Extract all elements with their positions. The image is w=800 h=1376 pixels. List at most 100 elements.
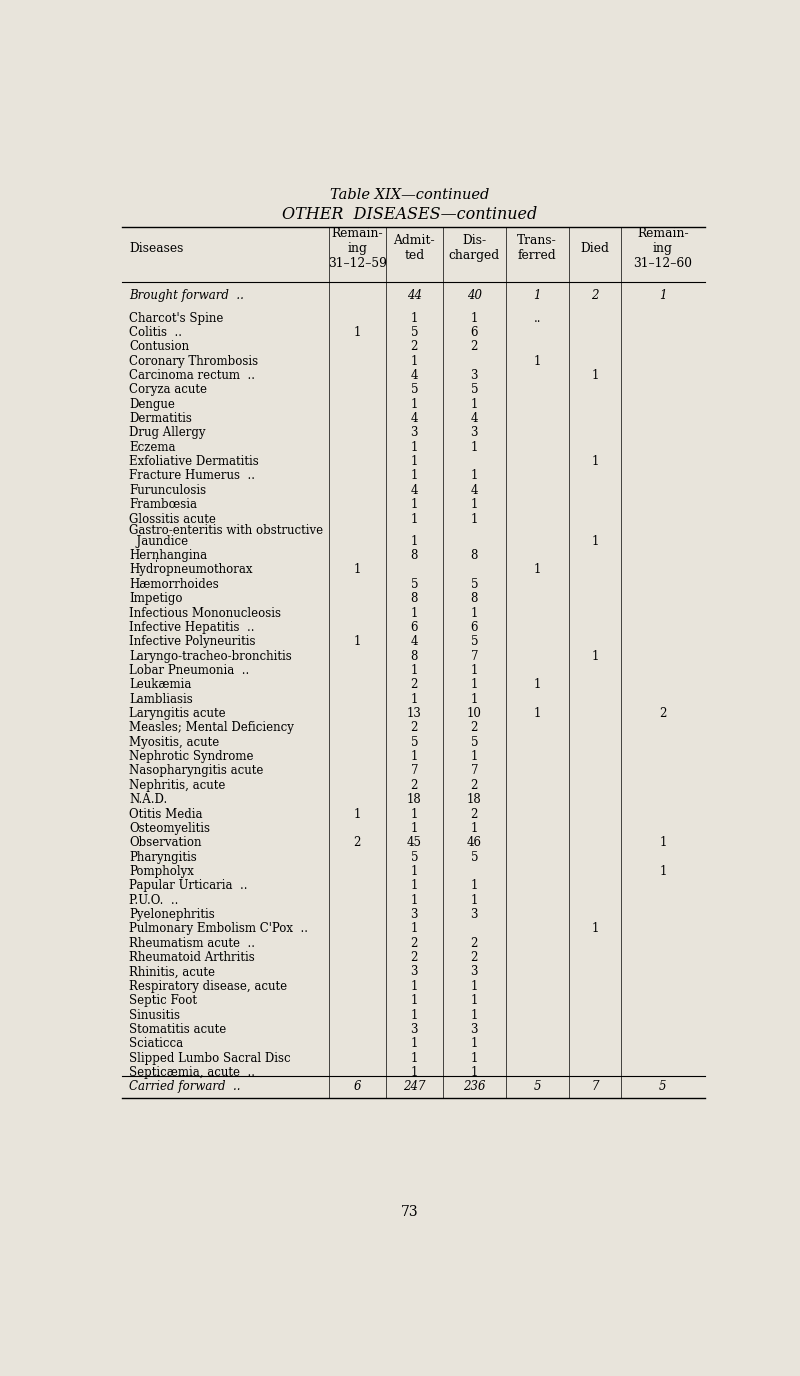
Text: Remain-
ing
31–12–60: Remain- ing 31–12–60 bbox=[634, 227, 692, 270]
Text: 5: 5 bbox=[659, 1080, 666, 1094]
Text: 3: 3 bbox=[470, 1022, 478, 1036]
Text: Infective Polyneuritis: Infective Polyneuritis bbox=[129, 636, 256, 648]
Text: 6: 6 bbox=[470, 621, 478, 634]
Text: Myositis, acute: Myositis, acute bbox=[129, 736, 219, 749]
Text: 3: 3 bbox=[410, 1022, 418, 1036]
Text: Glossitis acute: Glossitis acute bbox=[129, 512, 216, 526]
Text: 1: 1 bbox=[470, 1051, 478, 1065]
Text: 3: 3 bbox=[410, 908, 418, 921]
Text: Trans-
ferred: Trans- ferred bbox=[518, 234, 557, 263]
Text: 2: 2 bbox=[410, 678, 418, 691]
Text: 1: 1 bbox=[410, 498, 418, 510]
Text: Brought forward  ..: Brought forward .. bbox=[129, 289, 244, 301]
Text: 3: 3 bbox=[470, 427, 478, 439]
Text: 2: 2 bbox=[470, 937, 478, 949]
Text: 8: 8 bbox=[410, 649, 418, 663]
Text: Pyelonephritis: Pyelonephritis bbox=[129, 908, 215, 921]
Text: 3: 3 bbox=[410, 966, 418, 978]
Text: 1: 1 bbox=[410, 455, 418, 468]
Text: Charcot's Spine: Charcot's Spine bbox=[129, 311, 223, 325]
Text: 1: 1 bbox=[354, 636, 361, 648]
Text: 2: 2 bbox=[410, 721, 418, 735]
Text: 7: 7 bbox=[591, 1080, 598, 1094]
Text: 5: 5 bbox=[470, 384, 478, 396]
Text: 4: 4 bbox=[410, 369, 418, 383]
Text: 44: 44 bbox=[406, 289, 422, 301]
Text: 1: 1 bbox=[591, 535, 598, 548]
Text: 1: 1 bbox=[470, 607, 478, 619]
Text: 1: 1 bbox=[410, 1038, 418, 1050]
Text: Coronary Thrombosis: Coronary Thrombosis bbox=[129, 355, 258, 367]
Text: Exfoliative Dermatitis: Exfoliative Dermatitis bbox=[129, 455, 259, 468]
Text: P.U.O.  ..: P.U.O. .. bbox=[129, 893, 178, 907]
Text: 1: 1 bbox=[410, 665, 418, 677]
Text: 1: 1 bbox=[410, 607, 418, 619]
Text: Coryza acute: Coryza acute bbox=[129, 384, 207, 396]
Text: 2: 2 bbox=[470, 808, 478, 820]
Text: 1: 1 bbox=[410, 1009, 418, 1021]
Text: 1: 1 bbox=[659, 866, 666, 878]
Text: 1: 1 bbox=[410, 692, 418, 706]
Text: 1: 1 bbox=[534, 289, 541, 301]
Text: 2: 2 bbox=[470, 721, 478, 735]
Text: 1: 1 bbox=[410, 821, 418, 835]
Text: 5: 5 bbox=[470, 636, 478, 648]
Text: 5: 5 bbox=[410, 850, 418, 864]
Text: Stomatitis acute: Stomatitis acute bbox=[129, 1022, 226, 1036]
Text: 3: 3 bbox=[470, 966, 478, 978]
Text: 1: 1 bbox=[470, 1009, 478, 1021]
Text: Slipped Lumbo Sacral Disc: Slipped Lumbo Sacral Disc bbox=[129, 1051, 290, 1065]
Text: 5: 5 bbox=[534, 1080, 541, 1094]
Text: 1: 1 bbox=[534, 678, 541, 691]
Text: 5: 5 bbox=[470, 578, 478, 590]
Text: 1: 1 bbox=[354, 564, 361, 577]
Text: Septicæmia, acute  ..: Septicæmia, acute .. bbox=[129, 1066, 255, 1079]
Text: 4: 4 bbox=[410, 636, 418, 648]
Text: 5: 5 bbox=[410, 736, 418, 749]
Text: 10: 10 bbox=[467, 707, 482, 720]
Text: 7: 7 bbox=[470, 649, 478, 663]
Text: 1: 1 bbox=[534, 355, 541, 367]
Text: Nasopharyngitis acute: Nasopharyngitis acute bbox=[129, 765, 263, 777]
Text: Pharyngitis: Pharyngitis bbox=[129, 850, 197, 864]
Text: 1: 1 bbox=[470, 512, 478, 526]
Text: Sciaticca: Sciaticca bbox=[129, 1038, 183, 1050]
Text: 1: 1 bbox=[470, 1066, 478, 1079]
Text: 1: 1 bbox=[410, 311, 418, 325]
Text: N.A.D.: N.A.D. bbox=[129, 793, 167, 806]
Text: Nephrotic Syndrome: Nephrotic Syndrome bbox=[129, 750, 254, 764]
Text: 1: 1 bbox=[470, 665, 478, 677]
Text: 1: 1 bbox=[470, 980, 478, 993]
Text: 1: 1 bbox=[470, 692, 478, 706]
Text: 2: 2 bbox=[470, 340, 478, 354]
Text: Lambliasis: Lambliasis bbox=[129, 692, 193, 706]
Text: Laryngitis acute: Laryngitis acute bbox=[129, 707, 226, 720]
Text: 236: 236 bbox=[463, 1080, 486, 1094]
Text: 1: 1 bbox=[410, 980, 418, 993]
Text: Rheumatoid Arthritis: Rheumatoid Arthritis bbox=[129, 951, 255, 965]
Text: Diseases: Diseases bbox=[129, 242, 183, 255]
Text: Carried forward  ..: Carried forward .. bbox=[129, 1080, 241, 1094]
Text: 2: 2 bbox=[659, 707, 666, 720]
Text: Carcinoma rectum  ..: Carcinoma rectum .. bbox=[129, 369, 255, 383]
Text: Gastro-enteritis with obstructive: Gastro-enteritis with obstructive bbox=[129, 524, 323, 537]
Text: 8: 8 bbox=[470, 592, 478, 605]
Text: 1: 1 bbox=[470, 995, 478, 1007]
Text: Nephritis, acute: Nephritis, acute bbox=[129, 779, 226, 791]
Text: Drug Allergy: Drug Allergy bbox=[129, 427, 206, 439]
Text: Septic Foot: Septic Foot bbox=[129, 995, 197, 1007]
Text: 1: 1 bbox=[470, 469, 478, 483]
Text: 5: 5 bbox=[410, 326, 418, 338]
Text: 1: 1 bbox=[470, 821, 478, 835]
Text: 1: 1 bbox=[410, 879, 418, 892]
Text: Eczema: Eczema bbox=[129, 440, 176, 454]
Text: 1: 1 bbox=[470, 678, 478, 691]
Text: 4: 4 bbox=[470, 411, 478, 425]
Text: 3: 3 bbox=[410, 427, 418, 439]
Text: 1: 1 bbox=[534, 707, 541, 720]
Text: 6: 6 bbox=[470, 326, 478, 338]
Text: 4: 4 bbox=[470, 484, 478, 497]
Text: 46: 46 bbox=[466, 837, 482, 849]
Text: 18: 18 bbox=[467, 793, 482, 806]
Text: 1: 1 bbox=[410, 750, 418, 764]
